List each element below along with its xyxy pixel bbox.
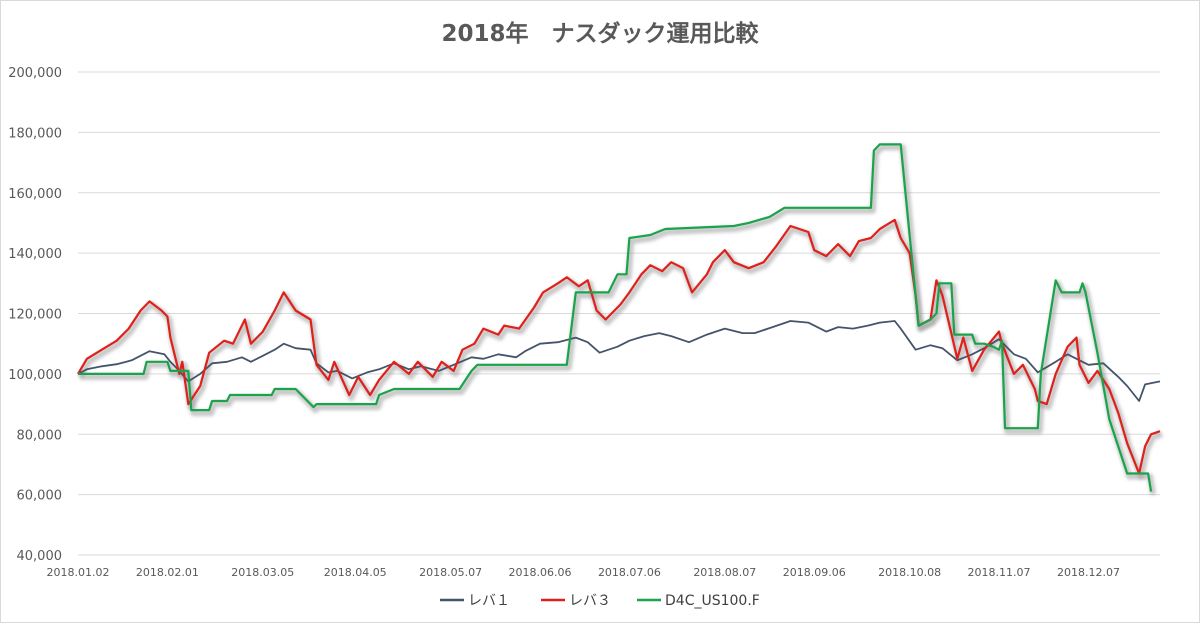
x-tick-label: 2018.10.08 <box>878 566 941 579</box>
y-tick-label: 100,000 <box>8 368 62 383</box>
y-tick-label: 140,000 <box>8 247 62 262</box>
y-axis: 40,000 60,000 80,000 100,000 120,000 140,000 1… <box>8 66 62 564</box>
series-lines <box>77 143 1163 496</box>
x-axis: 2018.01.02 2018.02.01 2018.03.05 2018.04.05… <box>47 566 1120 579</box>
x-tick-label: 2018.06.06 <box>509 566 572 579</box>
series-line-0 <box>77 320 1161 402</box>
gridlines <box>78 71 1160 556</box>
x-tick-label: 2018.11.07 <box>968 566 1031 579</box>
series-line-1 <box>77 218 1161 475</box>
y-tick-label: 40,000 <box>17 549 63 564</box>
x-tick-label: 2018.03.05 <box>231 566 294 579</box>
x-tick-label: 2018.05.07 <box>419 566 482 579</box>
x-tick-label: 2018.12.07 <box>1057 566 1120 579</box>
legend-label-0: レバ１ <box>468 593 510 609</box>
series-shadow-2 <box>80 144 1157 496</box>
y-tick-label: 80,000 <box>17 428 63 443</box>
x-tick-label: 2018.08.07 <box>693 566 756 579</box>
y-tick-label: 160,000 <box>8 187 62 202</box>
y-tick-label: 180,000 <box>8 126 62 141</box>
x-tick-label: 2018.02.01 <box>136 566 199 579</box>
chart-title: 2018年 ナスダック運用比較 <box>441 20 759 47</box>
y-tick-label: 120,000 <box>8 308 62 323</box>
y-tick-label: 60,000 <box>17 489 63 504</box>
x-tick-label: 2018.04.05 <box>324 566 387 579</box>
legend: レバ１ レバ３ D4C_US100.F <box>440 593 760 609</box>
x-tick-label: 2018.09.06 <box>783 566 846 579</box>
x-tick-label: 2018.07.06 <box>598 566 661 579</box>
x-tick-label: 2018.01.02 <box>47 566 110 579</box>
y-tick-label: 200,000 <box>8 66 62 81</box>
series-line-2 <box>78 143 1153 492</box>
legend-label-2: D4C_US100.F <box>665 593 760 609</box>
legend-label-1: レバ３ <box>569 593 611 609</box>
